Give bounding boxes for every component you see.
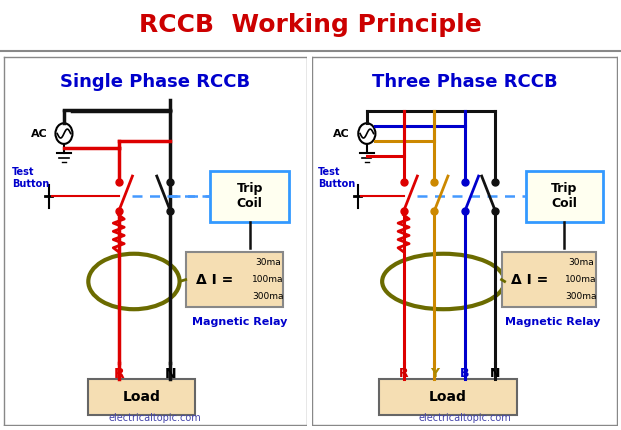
Text: Magnetic Relay: Magnetic Relay [505, 317, 600, 327]
Text: Trip
Coil: Trip Coil [551, 182, 578, 210]
Text: Load: Load [429, 390, 467, 404]
FancyBboxPatch shape [186, 252, 283, 307]
FancyBboxPatch shape [526, 171, 602, 222]
Text: R: R [399, 367, 409, 381]
Text: R: R [114, 367, 124, 381]
Text: 100ma: 100ma [252, 275, 284, 284]
Text: AC: AC [333, 129, 350, 138]
Text: N: N [490, 367, 501, 381]
Text: N: N [165, 367, 176, 381]
FancyBboxPatch shape [210, 171, 289, 222]
FancyBboxPatch shape [502, 252, 596, 307]
Text: Three Phase RCCB: Three Phase RCCB [372, 73, 558, 91]
Text: 300ma: 300ma [565, 292, 597, 301]
Text: Test
Button: Test Button [318, 167, 355, 189]
FancyBboxPatch shape [88, 379, 195, 415]
Text: Load: Load [122, 390, 160, 404]
Text: B: B [460, 367, 469, 381]
Text: Δ I =: Δ I = [510, 273, 548, 287]
Text: Single Phase RCCB: Single Phase RCCB [60, 73, 250, 91]
Text: Δ I =: Δ I = [196, 273, 233, 287]
Text: Y: Y [430, 367, 438, 381]
Text: 300ma: 300ma [252, 292, 284, 301]
Text: RCCB  Working Principle: RCCB Working Principle [139, 13, 482, 37]
Text: electricaltopic.com: electricaltopic.com [109, 413, 202, 423]
Text: Trip
Coil: Trip Coil [237, 182, 263, 210]
Text: 30ma: 30ma [255, 258, 281, 267]
Text: Magnetic Relay: Magnetic Relay [192, 317, 287, 327]
Text: electricaltopic.com: electricaltopic.com [419, 413, 511, 423]
Text: AC: AC [30, 129, 47, 138]
Text: Test
Button: Test Button [12, 167, 50, 189]
Text: 30ma: 30ma [568, 258, 594, 267]
FancyBboxPatch shape [379, 379, 517, 415]
Text: 100ma: 100ma [565, 275, 597, 284]
